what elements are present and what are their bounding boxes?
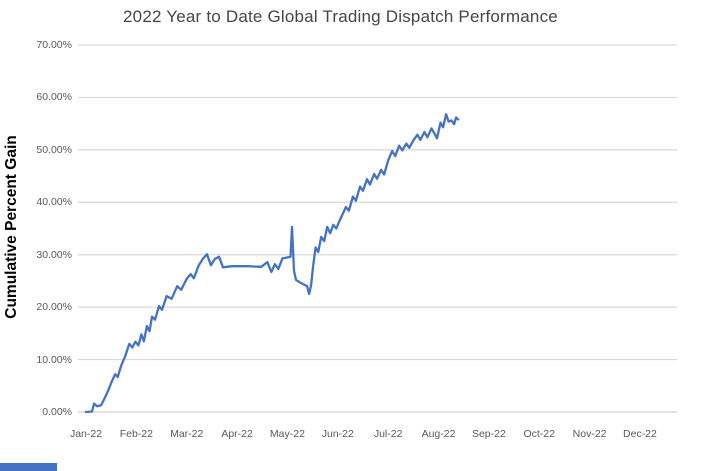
y-tick-label: 0.00%	[42, 406, 72, 418]
y-tick-label: 30.00%	[36, 248, 72, 261]
x-tick-label: Mar-22	[170, 428, 204, 440]
x-tick-label: Feb-22	[119, 428, 153, 440]
y-tick-label: 70.00%	[36, 39, 72, 51]
y-tick-label: 40.00%	[36, 196, 72, 209]
bottom-left-accent-bar	[0, 463, 57, 471]
x-tick-label: Jul-22	[373, 428, 403, 440]
y-tick-label: 50.00%	[36, 143, 72, 156]
y-tick-label: 10.00%	[36, 353, 72, 366]
x-tick-label: Apr-22	[221, 428, 253, 440]
x-tick-label: Jun-22	[321, 428, 354, 440]
chart-title: 2022 Year to Date Global Trading Dispatc…	[123, 7, 558, 26]
x-tick-label: Oct-22	[523, 428, 555, 440]
x-tick-label: Nov-22	[572, 428, 607, 440]
x-tick-label: Sep-22	[471, 428, 506, 440]
data-series-line	[84, 113, 460, 414]
y-tick-label: 60.00%	[36, 91, 72, 104]
x-tick-label: Jan-22	[69, 428, 103, 440]
x-tick-label: Dec-22	[623, 428, 657, 440]
x-tick-label: May-22	[269, 428, 305, 440]
x-tick-label: Aug-22	[421, 428, 456, 440]
y-tick-label: 20.00%	[36, 301, 72, 314]
